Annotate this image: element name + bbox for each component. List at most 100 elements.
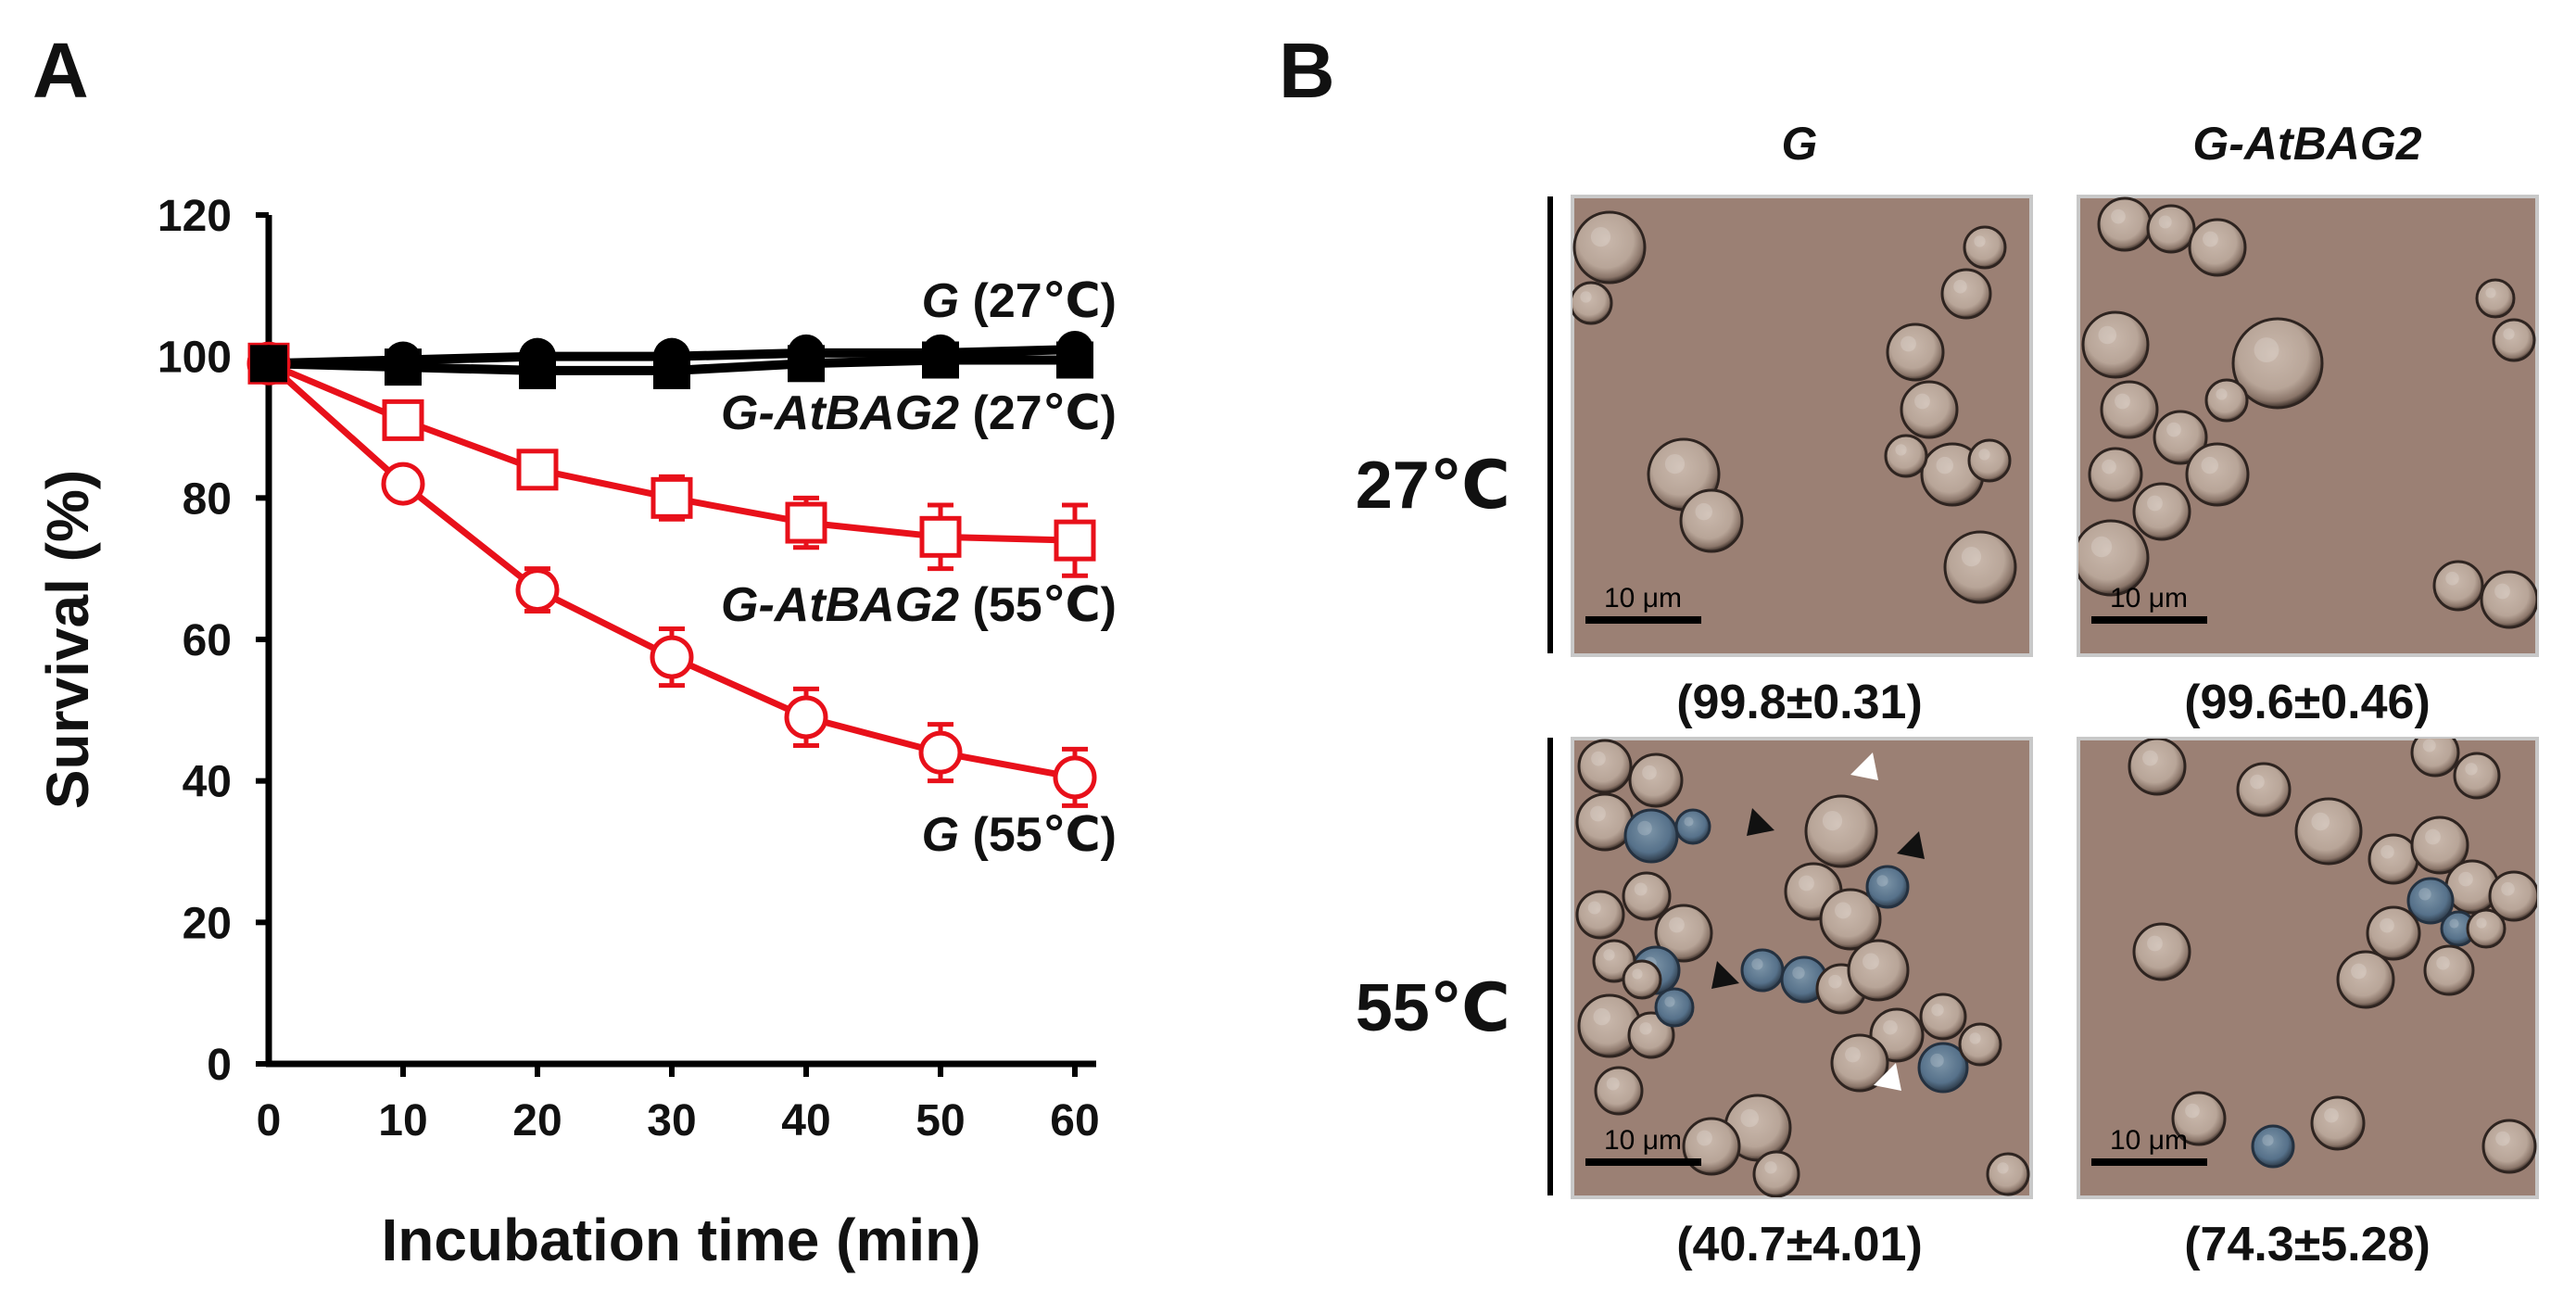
value-gatbag2-55c: (74.3±5.28) [2184, 1218, 2431, 1271]
cell-highlight [1914, 393, 1930, 410]
cell-highlight [2380, 917, 2394, 933]
cell-highlight [1642, 765, 1657, 780]
data-point [1056, 331, 1093, 369]
cell-group [2128, 739, 2537, 1174]
data-point [1054, 519, 1096, 562]
y-tick-label: 80 [183, 474, 232, 524]
cell-highlight [1637, 820, 1652, 836]
cell-highlight [1632, 968, 1643, 980]
yeast-cell [2310, 1095, 2366, 1151]
yeast-cell [2453, 752, 2501, 800]
cell-highlight [2185, 1103, 2200, 1119]
cell-highlight [1900, 335, 1916, 352]
yeast-cell [2480, 570, 2537, 629]
yeast-cell [1627, 1011, 1675, 1059]
x-tick-label: 50 [915, 1096, 965, 1145]
cell-highlight [1997, 1162, 2009, 1174]
yeast-cell [1819, 888, 1882, 951]
cell-highlight [2147, 495, 2163, 512]
x-tick-label: 10 [378, 1096, 427, 1145]
cell-highlight [2449, 918, 2459, 929]
cell-highlight [2501, 881, 2515, 896]
cell-highlight [1792, 967, 1805, 980]
y-tick-label: 40 [183, 758, 232, 807]
y-tick-label: 20 [183, 899, 232, 948]
cell-highlight [2495, 1131, 2510, 1146]
white-arrowhead [1874, 1063, 1901, 1091]
yeast-cell [2097, 196, 2153, 252]
cell-highlight [1590, 805, 1606, 822]
yeast-cell [2488, 870, 2537, 922]
data-point [1053, 755, 1097, 800]
cell-highlight [1883, 1019, 1898, 1035]
yeast-cell [2171, 1091, 2227, 1146]
data-point [788, 334, 825, 372]
cell-highlight [2422, 739, 2436, 752]
col-header-g: G [1782, 118, 1818, 170]
scale-bar [2091, 616, 2207, 624]
yeast-cell [2481, 1119, 2537, 1174]
cell-highlight [1664, 996, 1675, 1007]
black-arrowhead [1711, 961, 1739, 989]
stained-cell [1865, 865, 1910, 909]
cell-highlight [1930, 1053, 1944, 1068]
cell-highlight [2216, 388, 2228, 400]
data-point [784, 695, 828, 740]
value-g-27c: (99.8±0.31) [1676, 676, 1923, 729]
scale-bar [1585, 1158, 1701, 1166]
scale-bar [2091, 1158, 2207, 1166]
black-arrowhead [1897, 831, 1925, 859]
yeast-cell [1572, 281, 1613, 325]
stained-cell [1623, 808, 1679, 864]
cell-highlight [1684, 816, 1694, 827]
cell-highlight [1695, 502, 1712, 521]
yeast-cell [2466, 908, 2507, 949]
yeast-cell [2146, 204, 2196, 254]
scale-bar-label: 10 μm [1604, 583, 1682, 613]
cell-highlight [2203, 231, 2218, 247]
yeast-cell [1622, 959, 1662, 1000]
cell-highlight [1580, 291, 1592, 303]
cell-highlight [1835, 902, 1851, 919]
row-label-55c: 55℃ [1356, 971, 1510, 1045]
yeast-cell [1654, 904, 1713, 963]
cell-group [2078, 196, 2537, 629]
cell-highlight [2098, 325, 2117, 345]
row-label-27c: 27℃ [1356, 449, 1510, 523]
cell-highlight [1634, 882, 1648, 896]
cell-highlight [1606, 1077, 1620, 1091]
cell-highlight [1953, 279, 1967, 294]
yeast-cell [2336, 950, 2395, 1009]
cell-highlight [1587, 901, 1601, 915]
yeast-cell [1958, 1022, 2002, 1067]
cell-highlight [1697, 1130, 1712, 1146]
data-point [919, 515, 962, 558]
data-point [650, 635, 694, 679]
data-point [650, 476, 693, 519]
cell-highlight [2262, 1134, 2274, 1146]
black-arrowhead [1747, 808, 1774, 836]
yeast-cell [2188, 218, 2247, 277]
yeast-cell [1679, 488, 1744, 553]
cell-highlight [2380, 844, 2394, 859]
cell-highlight [2425, 828, 2441, 845]
cell-highlight [1639, 1022, 1652, 1035]
data-point [515, 568, 560, 613]
data-point [918, 730, 963, 775]
micrograph-gatbag2-27c: 10 μm [2077, 195, 2539, 657]
yeast-cell [1575, 792, 1635, 852]
yeast-cell [2128, 739, 2187, 796]
cell-highlight [1974, 235, 1986, 247]
x-tick-label: 20 [512, 1096, 562, 1145]
series-label-gatbag2-55: G-AtBAG2 (55℃) [721, 578, 1117, 632]
cell-highlight [1603, 949, 1615, 961]
y-tick-label: 0 [207, 1041, 232, 1090]
yeast-cell [1884, 434, 1928, 478]
micrograph-gatbag2-55c: 10 μm [2077, 737, 2539, 1199]
cell-highlight [2465, 763, 2478, 776]
yeast-cell [2153, 410, 2208, 465]
cell-highlight [1961, 546, 1982, 567]
stained-cell [1654, 987, 1695, 1028]
cell-highlight [1828, 974, 1842, 989]
